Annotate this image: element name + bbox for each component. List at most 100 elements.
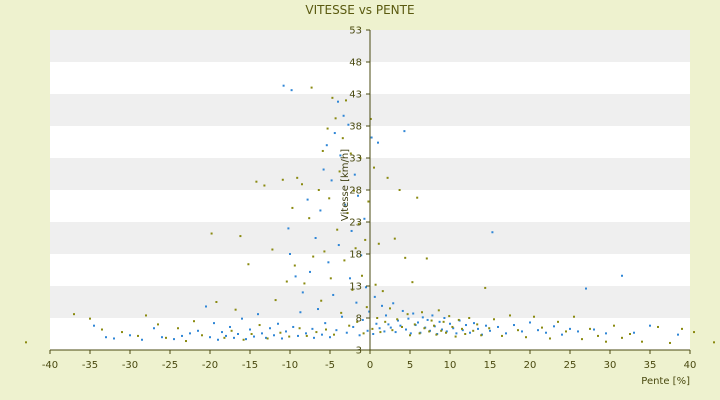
data-point-blue	[181, 334, 183, 337]
data-point-olive	[354, 247, 357, 250]
data-point-blue	[497, 325, 499, 328]
data-point-olive	[333, 333, 335, 336]
data-point-olive	[223, 336, 226, 339]
data-point-blue	[329, 336, 331, 339]
y-tick-label: 33	[349, 154, 362, 165]
data-point-blue	[229, 325, 231, 328]
data-point-blue	[297, 334, 299, 337]
data-point-blue	[311, 327, 314, 330]
data-point-olive	[89, 317, 91, 320]
x-tick-label: 5	[407, 360, 413, 371]
data-point-blue	[401, 309, 404, 312]
data-point-olive	[250, 333, 253, 335]
data-point-blue	[292, 325, 295, 328]
data-point-olive	[362, 332, 365, 335]
data-point-blue	[305, 332, 307, 335]
data-point-blue	[477, 327, 479, 330]
x-tick-label: 30	[604, 360, 617, 371]
data-point-blue	[621, 274, 623, 277]
data-point-blue	[290, 89, 293, 92]
data-point-blue	[269, 327, 271, 330]
data-point-olive	[389, 307, 391, 310]
data-point-blue	[392, 302, 395, 305]
data-point-blue	[205, 305, 207, 308]
data-point-olive	[541, 326, 543, 329]
data-point-olive	[288, 335, 291, 338]
data-point-blue	[337, 244, 340, 247]
data-point-olive	[454, 335, 457, 338]
data-point-olive	[391, 329, 394, 332]
data-point-blue	[553, 325, 555, 328]
data-point-olive	[411, 281, 414, 284]
data-point-olive	[356, 320, 359, 323]
data-point-blue	[383, 330, 386, 333]
data-point-blue	[93, 324, 95, 327]
data-point-olive	[442, 320, 445, 323]
data-point-blue	[265, 336, 267, 339]
data-point-blue	[489, 329, 491, 332]
data-point-blue	[577, 330, 579, 333]
data-point-blue	[449, 322, 451, 325]
data-point-olive	[480, 334, 483, 337]
data-point-olive	[317, 189, 320, 191]
y-tick-label: 23	[349, 218, 362, 229]
data-point-blue	[633, 331, 635, 334]
data-point-blue	[677, 333, 679, 336]
data-point-olive	[509, 314, 511, 317]
data-point-olive	[263, 184, 266, 187]
x-tick-label: -5	[325, 360, 335, 371]
data-point-olive	[321, 149, 324, 152]
data-point-olive	[281, 178, 284, 181]
data-point-olive	[338, 170, 341, 173]
data-point-olive	[326, 127, 329, 130]
data-point-olive	[315, 331, 318, 334]
data-point-olive	[376, 317, 379, 319]
data-point-blue	[593, 328, 595, 331]
data-point-olive	[73, 313, 75, 316]
data-point-blue	[237, 333, 239, 335]
data-point-blue	[319, 209, 322, 212]
data-point-blue	[257, 313, 259, 316]
data-point-blue	[366, 329, 369, 332]
data-point-blue	[330, 179, 333, 182]
data-point-olive	[137, 334, 139, 337]
data-point-olive	[386, 176, 389, 179]
data-point-blue	[569, 327, 571, 330]
data-point-blue	[375, 322, 378, 325]
data-point-blue	[521, 330, 523, 333]
data-point-olive	[193, 320, 195, 323]
data-point-olive	[274, 299, 277, 302]
y-tick-label: 18	[349, 250, 362, 261]
data-point-blue	[363, 217, 366, 220]
data-point-blue	[417, 321, 419, 324]
data-point-olive	[423, 327, 426, 330]
data-point-olive	[296, 176, 299, 179]
data-point-blue	[473, 322, 475, 325]
data-point-olive	[384, 320, 387, 323]
data-point-blue	[350, 229, 353, 232]
data-point-olive	[242, 338, 245, 341]
data-point-blue	[289, 253, 291, 255]
data-point-blue	[345, 331, 348, 334]
data-point-olive	[369, 117, 372, 120]
data-point-blue	[273, 334, 275, 337]
data-point-olive	[201, 334, 203, 337]
data-point-blue	[241, 317, 243, 320]
x-tick-label: -30	[122, 360, 138, 371]
data-point-blue	[355, 301, 358, 304]
y-axis-label: Vitesse [km/h]	[340, 149, 351, 221]
data-point-olive	[657, 325, 659, 328]
x-tick-label: -35	[82, 360, 98, 371]
data-point-blue	[465, 324, 467, 327]
data-point-blue	[221, 331, 223, 334]
data-point-olive	[145, 314, 147, 317]
data-point-blue	[397, 319, 399, 322]
data-point-olive	[359, 157, 362, 159]
x-tick-label: -40	[42, 360, 58, 371]
data-point-olive	[334, 117, 337, 120]
x-tick-label: -15	[242, 360, 258, 371]
x-tick-label: 25	[564, 360, 577, 371]
data-point-olive	[320, 299, 323, 302]
data-point-blue	[309, 270, 311, 273]
